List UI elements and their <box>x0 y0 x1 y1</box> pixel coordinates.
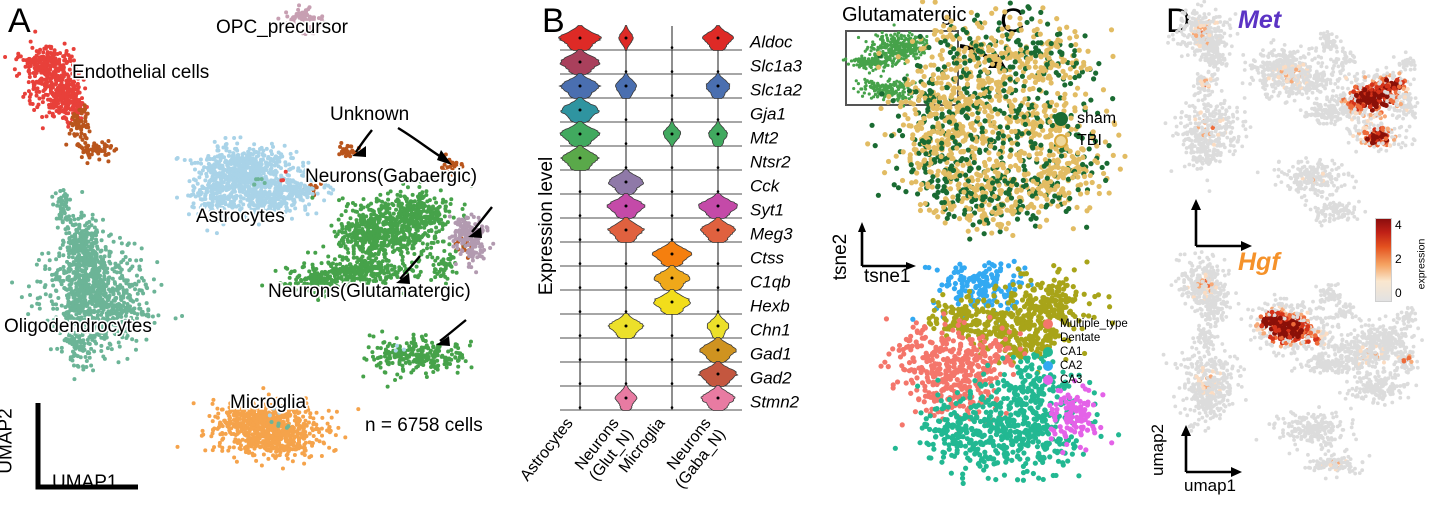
panel-b-violin-plot: Aldoc Slc1a3 Slc1a2 Gja1 Mt2 Ntsr2 Cck Syt1 Meg3… <box>540 0 840 505</box>
legend-item-ca2[interactable]: CA2 <box>1043 360 1128 372</box>
colorbar-tick-0: 0 <box>1395 286 1402 300</box>
legend-item-ca3[interactable]: CA3 <box>1043 374 1128 386</box>
panel-d-ylabel: umap2 <box>1148 424 1168 476</box>
panel-a-cell-count: n = 6758 cells <box>365 415 483 437</box>
ca1-swatch-icon <box>1043 347 1053 357</box>
panel-d: D Met Hgf umap1 umap2 4 2 0 <box>1160 0 1436 505</box>
legend-label-ca1: CA1 <box>1060 346 1082 358</box>
panel-d-top-axes <box>1182 196 1272 266</box>
violin-gene-label: Mt2 <box>750 129 779 148</box>
tbi-swatch-icon <box>1054 134 1068 148</box>
panel-a-cluster-label: Astrocytes <box>196 206 285 227</box>
violin-gene-label: Gad2 <box>750 369 792 388</box>
panel-a-axes <box>26 395 226 515</box>
legend-label-tbi: TBI <box>1077 132 1102 150</box>
violin-gene-label: Meg3 <box>750 225 793 244</box>
panel-d-xlabel: umap1 <box>1184 476 1236 496</box>
panel-c-condition-legend: sham TBI <box>1054 110 1116 150</box>
violin-gene-label: Ntsr2 <box>750 153 791 172</box>
legend-label-sham: sham <box>1077 110 1116 128</box>
panel-a-pointer-arrow <box>398 128 446 160</box>
panel-a-ylabel: UMAP2 <box>0 408 18 473</box>
legend-item-multiple-type[interactable]: Multiple_type <box>1043 318 1128 330</box>
panel-a-cluster-label: Endothelial cells <box>72 62 209 83</box>
violin-gene-label: Syt1 <box>750 201 784 220</box>
legend-item-ca1[interactable]: CA1 <box>1043 346 1128 358</box>
panel-a-cluster-label: Neurons(Gabaergic) <box>305 166 477 187</box>
violin-gene-label: Slc1a2 <box>750 81 803 100</box>
dentate-swatch-icon <box>1043 333 1053 343</box>
violin-gene-label: Slc1a3 <box>750 57 803 76</box>
violin-gene-label: Chn1 <box>750 321 791 340</box>
panel-a-cluster-label: Neurons(Glutamatergic) <box>268 281 471 302</box>
panel-a-pointer-arrow <box>440 320 466 341</box>
violin-gene-label: Aldoc <box>749 33 793 52</box>
panel-a-cluster-label: OPC_precursor <box>216 17 349 38</box>
legend-item-sham[interactable]: sham <box>1054 110 1116 128</box>
violin-gene-label: Ctss <box>750 249 785 268</box>
legend-label-dentate: Dentate <box>1060 332 1100 344</box>
panel-a-cluster-label: Unknown <box>330 104 409 125</box>
violin-gene-label: C1qb <box>750 273 791 292</box>
violin-gene-label: Gja1 <box>750 105 786 124</box>
panel-c-subtype-legend: Multiple_type Dentate CA1 CA2 CA3 <box>1043 318 1128 386</box>
ca3-swatch-icon <box>1043 375 1053 385</box>
colorbar-tick-2: 2 <box>1395 252 1402 266</box>
multiple-type-swatch-icon <box>1043 319 1053 329</box>
colorbar-title: expression <box>1415 239 1427 290</box>
legend-label-ca2: CA2 <box>1060 360 1082 372</box>
panel-a-xlabel: UMAP1 <box>52 472 117 494</box>
violin-gene-label: Hexb <box>750 297 790 316</box>
panel-d-colorbar: 4 2 0 expression <box>1375 218 1421 302</box>
panel-c: C Glutamatergic tsne1 tsne2 sham TBI <box>840 0 1160 505</box>
legend-item-dentate[interactable]: Dentate <box>1043 332 1128 344</box>
violin-gene-label: Gad1 <box>750 345 792 364</box>
panel-a-cluster-label: Microglia <box>230 392 306 413</box>
ca2-swatch-icon <box>1043 361 1053 371</box>
colorbar-gradient <box>1375 218 1392 302</box>
sham-swatch-icon <box>1054 112 1068 126</box>
violin-category-label: Neurons(Gaba_N) <box>658 415 729 492</box>
colorbar-tick-4: 4 <box>1395 218 1402 232</box>
violin-gene-label: Stmn2 <box>750 393 800 412</box>
violin-gene-label: Cck <box>750 177 781 196</box>
legend-label-multiple-type: Multiple_type <box>1060 318 1128 330</box>
legend-label-ca3: CA3 <box>1060 374 1082 386</box>
legend-item-tbi[interactable]: TBI <box>1054 132 1116 150</box>
panel-a-cluster-label: Oligodendrocytes <box>4 316 152 337</box>
